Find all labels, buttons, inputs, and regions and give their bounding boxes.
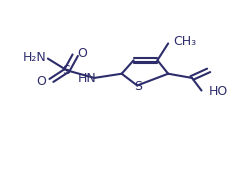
Text: HN: HN xyxy=(77,72,96,85)
Text: S: S xyxy=(134,80,142,93)
Text: H₂N: H₂N xyxy=(22,51,46,64)
Text: CH₃: CH₃ xyxy=(173,35,196,48)
Text: S: S xyxy=(62,64,70,77)
Text: O: O xyxy=(36,75,46,88)
Text: O: O xyxy=(78,47,87,60)
Text: HO: HO xyxy=(209,85,228,98)
